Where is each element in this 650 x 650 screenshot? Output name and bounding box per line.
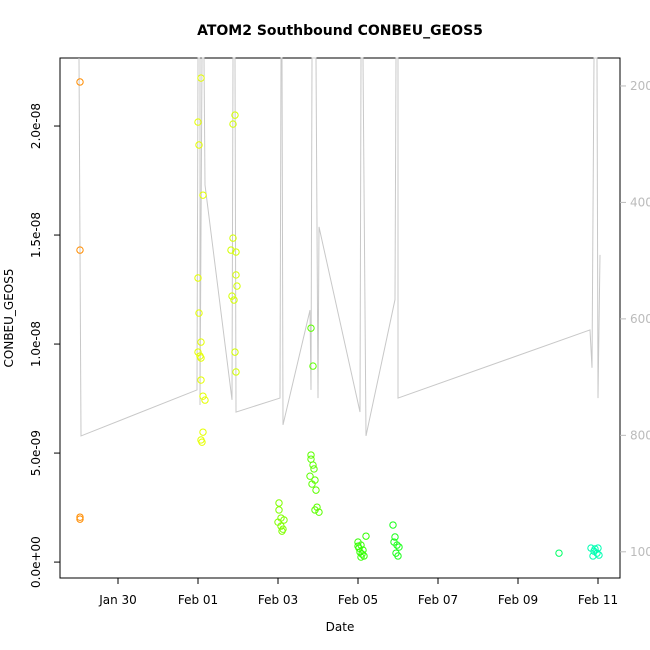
point xyxy=(197,74,205,82)
point xyxy=(229,120,237,128)
point xyxy=(308,480,316,488)
y-tick-label: 1.5e-08 xyxy=(29,212,43,258)
chart-title: ATOM2 Southbound CONBEU_GEOS5 xyxy=(197,23,483,39)
x-tick-label: Feb 05 xyxy=(338,593,378,607)
plot-frame xyxy=(59,57,621,579)
point xyxy=(195,141,203,149)
point xyxy=(76,513,84,521)
point xyxy=(198,438,206,446)
y-tick-label: 2.0e-08 xyxy=(29,103,43,149)
point xyxy=(231,111,239,119)
point xyxy=(389,521,397,529)
y-tick-label: 1.0e-08 xyxy=(29,321,43,367)
x-tick-label: Feb 09 xyxy=(498,593,538,607)
x-tick-label: Feb 01 xyxy=(178,593,218,607)
point xyxy=(199,191,207,199)
point xyxy=(555,549,563,557)
point xyxy=(315,508,323,516)
point xyxy=(195,309,203,317)
point xyxy=(232,368,240,376)
y-tick-label: 0.0e+00 xyxy=(29,536,43,588)
point xyxy=(589,552,597,560)
point xyxy=(194,118,202,126)
point xyxy=(354,542,362,550)
point xyxy=(229,234,237,242)
point xyxy=(309,461,317,469)
point xyxy=(228,292,236,300)
point xyxy=(76,515,84,523)
point xyxy=(232,271,240,279)
point xyxy=(306,472,314,480)
point xyxy=(76,78,84,86)
y2-tick-label: 400 xyxy=(630,195,650,209)
point xyxy=(230,296,238,304)
point xyxy=(310,465,318,473)
y2-tick-label: 600 xyxy=(630,312,650,326)
point xyxy=(594,544,602,552)
point xyxy=(307,324,315,332)
point xyxy=(391,533,399,541)
point xyxy=(197,354,205,362)
point xyxy=(362,532,370,540)
point xyxy=(199,428,207,436)
point xyxy=(394,552,402,560)
point xyxy=(233,282,241,290)
point xyxy=(76,246,84,254)
point xyxy=(199,392,207,400)
y2-tick-label: 800 xyxy=(630,428,650,442)
point xyxy=(311,506,319,514)
point xyxy=(307,451,315,459)
point xyxy=(231,348,239,356)
y-axis-label: CONBEU_GEOS5 xyxy=(2,269,16,368)
point xyxy=(197,338,205,346)
x-tick-label: Feb 11 xyxy=(578,593,618,607)
point xyxy=(309,362,317,370)
point xyxy=(275,499,283,507)
point xyxy=(393,541,401,549)
point xyxy=(358,550,366,558)
point xyxy=(275,506,283,514)
point xyxy=(232,248,240,256)
x-tick-label: Feb 03 xyxy=(258,593,298,607)
y-tick-label: 5.0e-09 xyxy=(29,430,43,476)
y2-tick-label: 200 xyxy=(630,79,650,93)
point xyxy=(312,486,320,494)
point xyxy=(395,543,403,551)
point xyxy=(278,527,286,535)
point xyxy=(197,376,205,384)
y2-tick-label: 1000 xyxy=(630,545,650,559)
point xyxy=(227,246,235,254)
point xyxy=(201,396,209,404)
x-tick-label: Feb 07 xyxy=(418,593,458,607)
x-tick-label: Jan 30 xyxy=(98,593,137,607)
point xyxy=(194,274,202,282)
x-axis-label: Date xyxy=(326,620,355,634)
point xyxy=(357,553,365,561)
point xyxy=(194,348,202,356)
